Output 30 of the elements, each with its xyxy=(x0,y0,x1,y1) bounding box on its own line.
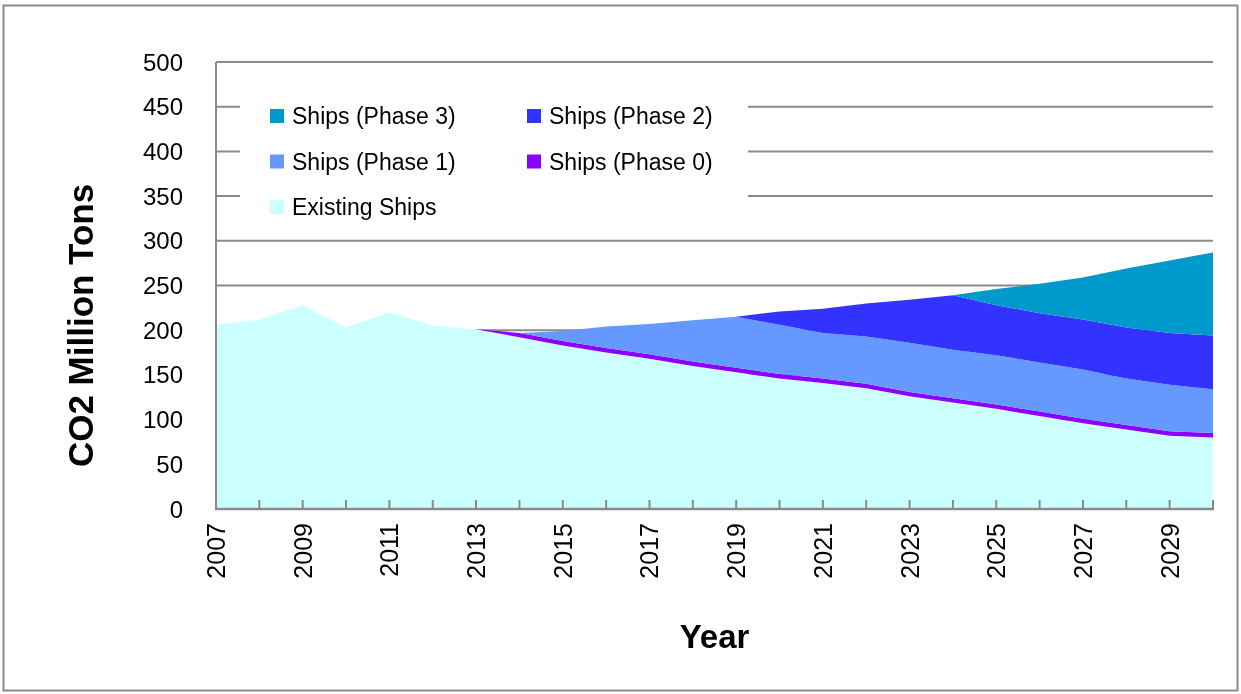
x-tick-label: 2025 xyxy=(982,523,1011,579)
x-tick-label: 2023 xyxy=(895,523,924,579)
x-tick-label: 2029 xyxy=(1155,523,1184,579)
y-tick-label: 100 xyxy=(142,406,183,434)
y-tick-label: 150 xyxy=(142,361,183,389)
x-tick-label: 2027 xyxy=(1068,523,1097,579)
y-tick-label: 500 xyxy=(142,48,183,76)
x-tick-label: 2015 xyxy=(548,523,577,579)
x-tick-label: 2021 xyxy=(808,523,837,579)
legend-label: Ships (Phase 2) xyxy=(549,103,713,129)
y-axis-title: CO2 Million Tons xyxy=(60,183,100,468)
y-tick-label: 250 xyxy=(142,272,183,299)
y-tick-label: 50 xyxy=(156,450,183,478)
y-tick-label: 350 xyxy=(142,182,183,210)
y-tick-label: 450 xyxy=(142,93,183,121)
x-tick-label: 2009 xyxy=(288,523,317,579)
x-tick-label: 2017 xyxy=(635,523,664,579)
legend-label: Ships (Phase 1) xyxy=(292,148,456,175)
y-tick-label: 400 xyxy=(142,137,183,165)
legend-label: Ships (Phase 3) xyxy=(292,103,456,129)
x-tick-label: 2019 xyxy=(722,523,751,579)
x-tick-label: 2011 xyxy=(375,523,404,577)
legend-label: Existing Ships xyxy=(292,194,437,220)
x-tick-label: 2007 xyxy=(202,523,230,579)
y-tick-label: 300 xyxy=(142,227,183,255)
legend-label: Ships (Phase 0) xyxy=(549,148,713,175)
y-tick-label: 0 xyxy=(169,495,183,523)
x-axis-title: Year xyxy=(679,618,750,655)
x-tick-label: 2013 xyxy=(462,523,491,579)
y-tick-label: 200 xyxy=(142,316,183,344)
